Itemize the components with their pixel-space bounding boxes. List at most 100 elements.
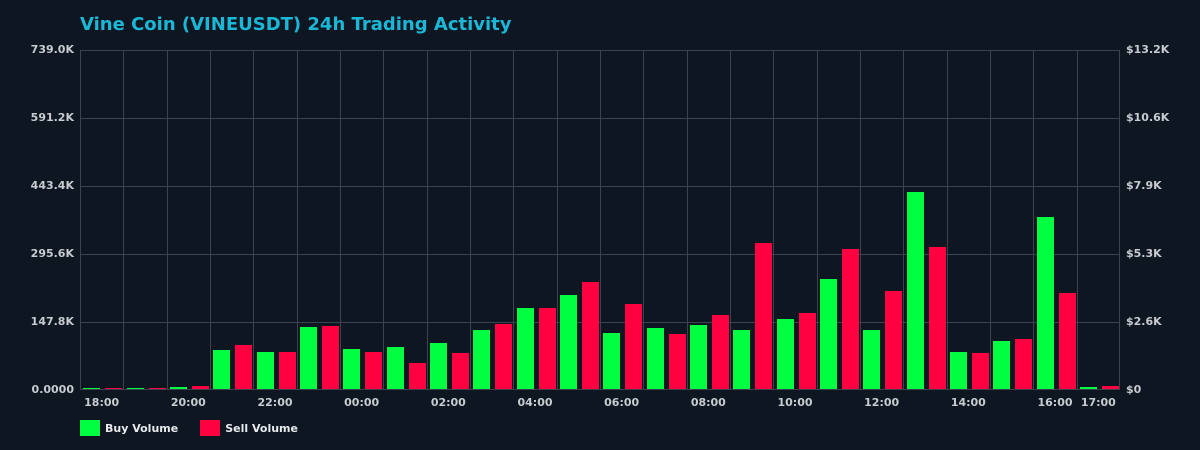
y-tick-label: 147.8K xyxy=(30,315,74,328)
buy-volume-bar[interactable] xyxy=(299,327,317,389)
legend: Buy Volume Sell Volume xyxy=(80,420,320,436)
buy-volume-bar[interactable] xyxy=(516,307,534,389)
y2-tick-label: $13.2K xyxy=(1126,43,1170,56)
grid-line-vertical xyxy=(123,51,125,389)
grid-line-vertical xyxy=(903,51,905,389)
buy-volume-bar[interactable] xyxy=(906,192,924,389)
sell-volume-bar[interactable] xyxy=(798,312,816,389)
buy-volume-bar[interactable] xyxy=(429,343,447,389)
y-tick-label: 0.0000 xyxy=(31,383,74,396)
grid-line-vertical xyxy=(600,51,601,389)
buy-volume-bar[interactable] xyxy=(126,388,144,389)
sell-volume-bar[interactable] xyxy=(625,304,643,389)
grid-line-vertical xyxy=(990,51,991,389)
grid-line-vertical xyxy=(383,51,385,389)
sell-volume-bar[interactable] xyxy=(1101,385,1119,389)
y2-tick-label: $0 xyxy=(1126,383,1142,396)
sell-volume-bar[interactable] xyxy=(321,326,339,389)
buy-volume-bar[interactable] xyxy=(473,330,491,389)
x-tick-label: 18:00 xyxy=(84,396,120,409)
buy-volume-bar[interactable] xyxy=(819,278,837,389)
buy-volume-bar[interactable] xyxy=(1036,217,1054,389)
grid-line-vertical xyxy=(686,51,688,389)
x-tick-label: 17:00 xyxy=(1080,396,1116,409)
sell-volume-bar[interactable] xyxy=(928,246,946,389)
buy-volume-bar[interactable] xyxy=(863,330,881,389)
y2-tick-label: $7.9K xyxy=(1126,179,1162,192)
grid-line-vertical xyxy=(513,51,515,389)
x-tick-label: 02:00 xyxy=(430,396,466,409)
x-tick-label: 20:00 xyxy=(170,396,206,409)
buy-swatch-icon xyxy=(80,420,100,436)
buy-volume-bar[interactable] xyxy=(646,328,664,389)
y2-tick-label: $10.6K xyxy=(1126,111,1170,124)
sell-volume-bar[interactable] xyxy=(755,242,773,389)
legend-label: Buy Volume xyxy=(105,421,179,435)
y-tick-label: 295.6K xyxy=(30,247,74,260)
sell-volume-bar[interactable] xyxy=(885,290,903,389)
sell-volume-bar[interactable] xyxy=(841,249,859,389)
buy-volume-bar[interactable] xyxy=(733,330,751,389)
sell-volume-bar[interactable] xyxy=(408,362,426,389)
grid-line-vertical xyxy=(1076,51,1078,389)
y-tick-label: 591.2K xyxy=(30,111,74,124)
legend-item-buy[interactable]: Buy Volume xyxy=(80,420,178,436)
grid-line-vertical xyxy=(730,51,731,389)
sell-volume-bar[interactable] xyxy=(971,353,989,389)
buy-volume-bar[interactable] xyxy=(993,341,1011,389)
x-tick-label: 22:00 xyxy=(257,396,293,409)
chart-title: Vine Coin (VINEUSDT) 24h Trading Activit… xyxy=(80,14,512,35)
grid-line-vertical xyxy=(946,51,948,389)
sell-volume-bar[interactable] xyxy=(191,386,209,389)
sell-volume-bar[interactable] xyxy=(1058,293,1076,389)
x-tick-label: 10:00 xyxy=(777,396,813,409)
grid-line-vertical xyxy=(426,51,428,389)
buy-volume-bar[interactable] xyxy=(213,350,231,389)
sell-volume-bar[interactable] xyxy=(451,353,469,389)
grid-line-vertical xyxy=(816,51,818,389)
x-tick-label: 08:00 xyxy=(690,396,726,409)
y2-tick-label: $2.6K xyxy=(1126,315,1162,328)
sell-volume-bar[interactable] xyxy=(105,388,123,389)
sell-volume-bar[interactable] xyxy=(235,345,253,389)
y-tick-label: 443.4K xyxy=(30,179,74,192)
sell-volume-bar[interactable] xyxy=(581,282,599,389)
grid-line-vertical xyxy=(1033,51,1035,389)
y-tick-label: 739.0K xyxy=(30,43,74,56)
sell-volume-bar[interactable] xyxy=(1015,339,1033,389)
buy-volume-bar[interactable] xyxy=(256,352,274,389)
buy-volume-bar[interactable] xyxy=(603,333,621,389)
buy-volume-bar[interactable] xyxy=(559,294,577,389)
x-tick-label: 14:00 xyxy=(950,396,986,409)
legend-item-sell[interactable]: Sell Volume xyxy=(200,420,298,436)
grid-line-vertical xyxy=(773,51,775,389)
sell-volume-bar[interactable] xyxy=(365,352,383,389)
buy-volume-bar[interactable] xyxy=(1079,386,1097,389)
sell-volume-bar[interactable] xyxy=(278,352,296,389)
sell-volume-bar[interactable] xyxy=(668,334,686,389)
buy-volume-bar[interactable] xyxy=(343,349,361,389)
buy-volume-bar[interactable] xyxy=(689,324,707,389)
sell-volume-bar[interactable] xyxy=(538,307,556,389)
x-tick-label: 12:00 xyxy=(864,396,900,409)
grid-line-vertical xyxy=(166,51,168,389)
buy-volume-bar[interactable] xyxy=(83,388,101,389)
sell-swatch-icon xyxy=(200,420,221,436)
grid-line-vertical xyxy=(210,51,211,389)
sell-volume-bar[interactable] xyxy=(148,388,166,389)
x-tick-label: 04:00 xyxy=(517,396,553,409)
sell-volume-bar[interactable] xyxy=(495,323,513,389)
buy-volume-bar[interactable] xyxy=(776,318,794,389)
y2-tick-label: $5.3K xyxy=(1126,247,1162,260)
grid-line-vertical xyxy=(340,51,341,389)
x-tick-label: 00:00 xyxy=(344,396,380,409)
buy-volume-bar[interactable] xyxy=(169,387,187,389)
buy-volume-bar[interactable] xyxy=(949,352,967,389)
buy-volume-bar[interactable] xyxy=(386,347,404,389)
sell-volume-bar[interactable] xyxy=(711,315,729,389)
grid-line-vertical xyxy=(470,51,471,389)
x-tick-label: 06:00 xyxy=(604,396,640,409)
x-tick-label: 16:00 xyxy=(1037,396,1073,409)
grid-line-vertical xyxy=(253,51,255,389)
grid-line-vertical xyxy=(296,51,298,389)
